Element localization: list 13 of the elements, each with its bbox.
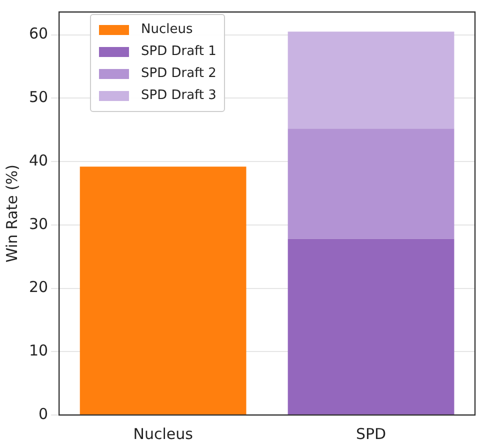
y-tick-label: 20	[28, 278, 48, 296]
legend-label: SPD Draft 3	[141, 87, 216, 105]
legend-label: SPD Draft 1	[141, 43, 216, 61]
y-axis-title: Win Rate (%)	[2, 164, 21, 263]
y-tick-label: 40	[28, 151, 48, 170]
legend-label: SPD Draft 2	[141, 65, 216, 83]
y-tick-label: 50	[28, 88, 48, 106]
y-tick-label: 0	[38, 404, 48, 423]
y-tick-label: 30	[28, 214, 48, 233]
legend-label: Nucleus	[141, 21, 193, 39]
x-tick-label: SPD	[356, 424, 386, 443]
y-tick-label: 10	[28, 342, 48, 360]
y-tick-label: 60	[28, 24, 48, 43]
